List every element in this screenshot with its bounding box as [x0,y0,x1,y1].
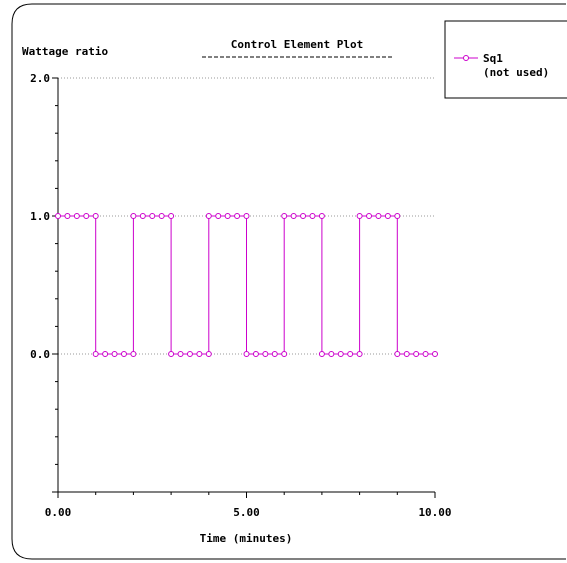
series-layer [55,213,438,357]
series-line [58,215,435,355]
data-point [309,213,316,219]
data-point [158,213,165,219]
data-point [347,351,354,357]
data-point [120,351,127,357]
data-point [356,213,363,219]
data-point [224,213,231,219]
data-point [73,213,80,219]
data-point [64,213,71,219]
legend-series-marker [463,55,469,61]
data-point [394,351,401,357]
data-point [432,351,438,357]
data-point [403,351,410,357]
data-point [394,213,401,219]
data-point [186,351,193,357]
data-point [243,213,250,219]
legend: Sq1 (not used) [444,20,567,99]
data-point [271,351,278,357]
data-point [168,213,175,219]
data-point [375,213,382,219]
data-point [366,213,373,219]
y-tick-label: 2.0 [30,72,50,85]
data-point [139,213,146,219]
chart-title: Control Element Plot [231,38,363,51]
data-point [290,213,297,219]
tick-label-layer: 2.0 1.0 0.0 0.00 5.00 10.00 [30,72,451,519]
data-point [281,213,288,219]
data-point [356,351,363,357]
data-point [262,351,269,357]
data-point [328,351,335,357]
x-tick-label: 0.00 [45,506,72,519]
data-point [318,213,325,219]
data-point [413,351,420,357]
data-point [422,351,429,357]
legend-box [444,20,567,99]
data-point [196,351,203,357]
data-point [234,213,241,219]
data-point [55,213,61,219]
data-point [102,351,109,357]
data-point [168,351,175,357]
y-axis-label: Wattage ratio [22,45,108,58]
data-point [318,351,325,357]
y-tick-label: 1.0 [30,210,50,223]
legend-series-note: (not used) [483,66,549,79]
data-point [83,213,90,219]
data-point [149,213,156,219]
legend-series-name: Sq1 [483,52,503,65]
data-point [337,351,344,357]
data-point [92,213,99,219]
data-point [177,351,184,357]
data-point [215,213,222,219]
data-point [384,213,391,219]
data-point [130,351,137,357]
x-tick-label: 10.00 [418,506,451,519]
data-point [92,351,99,357]
x-axis-label: Time (minutes) [200,532,293,545]
data-point [205,351,212,357]
data-point [111,351,118,357]
x-tick-label: 5.00 [233,506,260,519]
data-point [252,351,259,357]
axis-layer [52,77,436,498]
data-point [130,213,137,219]
data-point [300,213,307,219]
data-point [281,351,288,357]
data-point [205,213,212,219]
chart-frame [11,3,566,560]
y-tick-label: 0.0 [30,348,50,361]
data-point [243,351,250,357]
